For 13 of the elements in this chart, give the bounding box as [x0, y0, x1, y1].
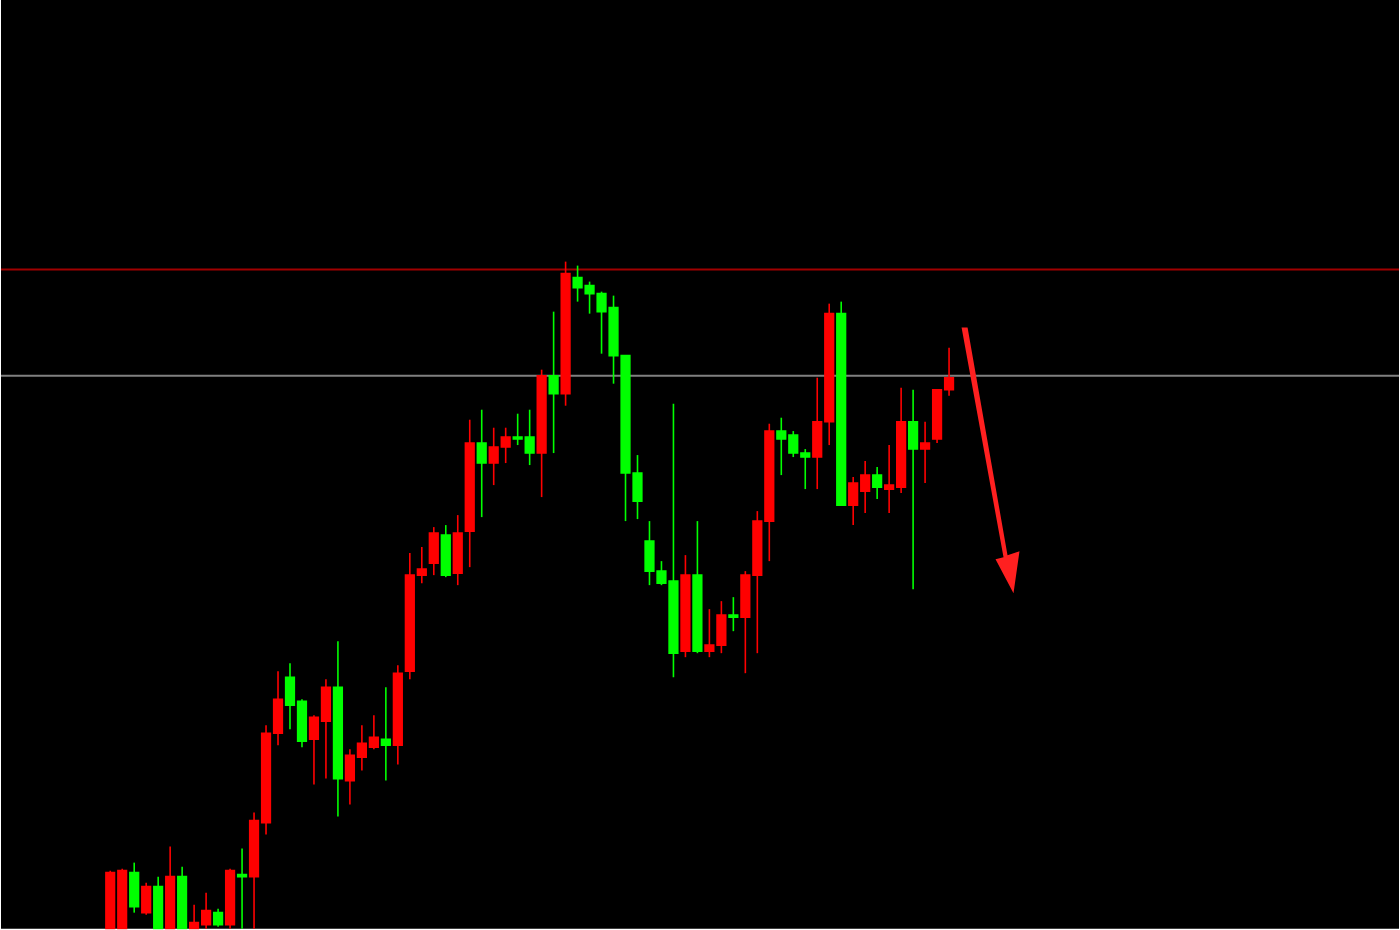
- candlestick: [380, 686, 391, 782]
- candlestick: [476, 409, 487, 519]
- candlestick: [919, 421, 931, 485]
- candlestick: [141, 882, 152, 916]
- candlestick: [548, 311, 559, 455]
- candlestick: [728, 596, 739, 633]
- candlestick: [212, 908, 224, 928]
- candlestick: [452, 514, 463, 587]
- candlestick: [907, 389, 919, 591]
- candlestick: [129, 862, 140, 914]
- candlestick: [440, 524, 451, 579]
- candlestick: [428, 526, 439, 577]
- candlestick: [872, 466, 883, 501]
